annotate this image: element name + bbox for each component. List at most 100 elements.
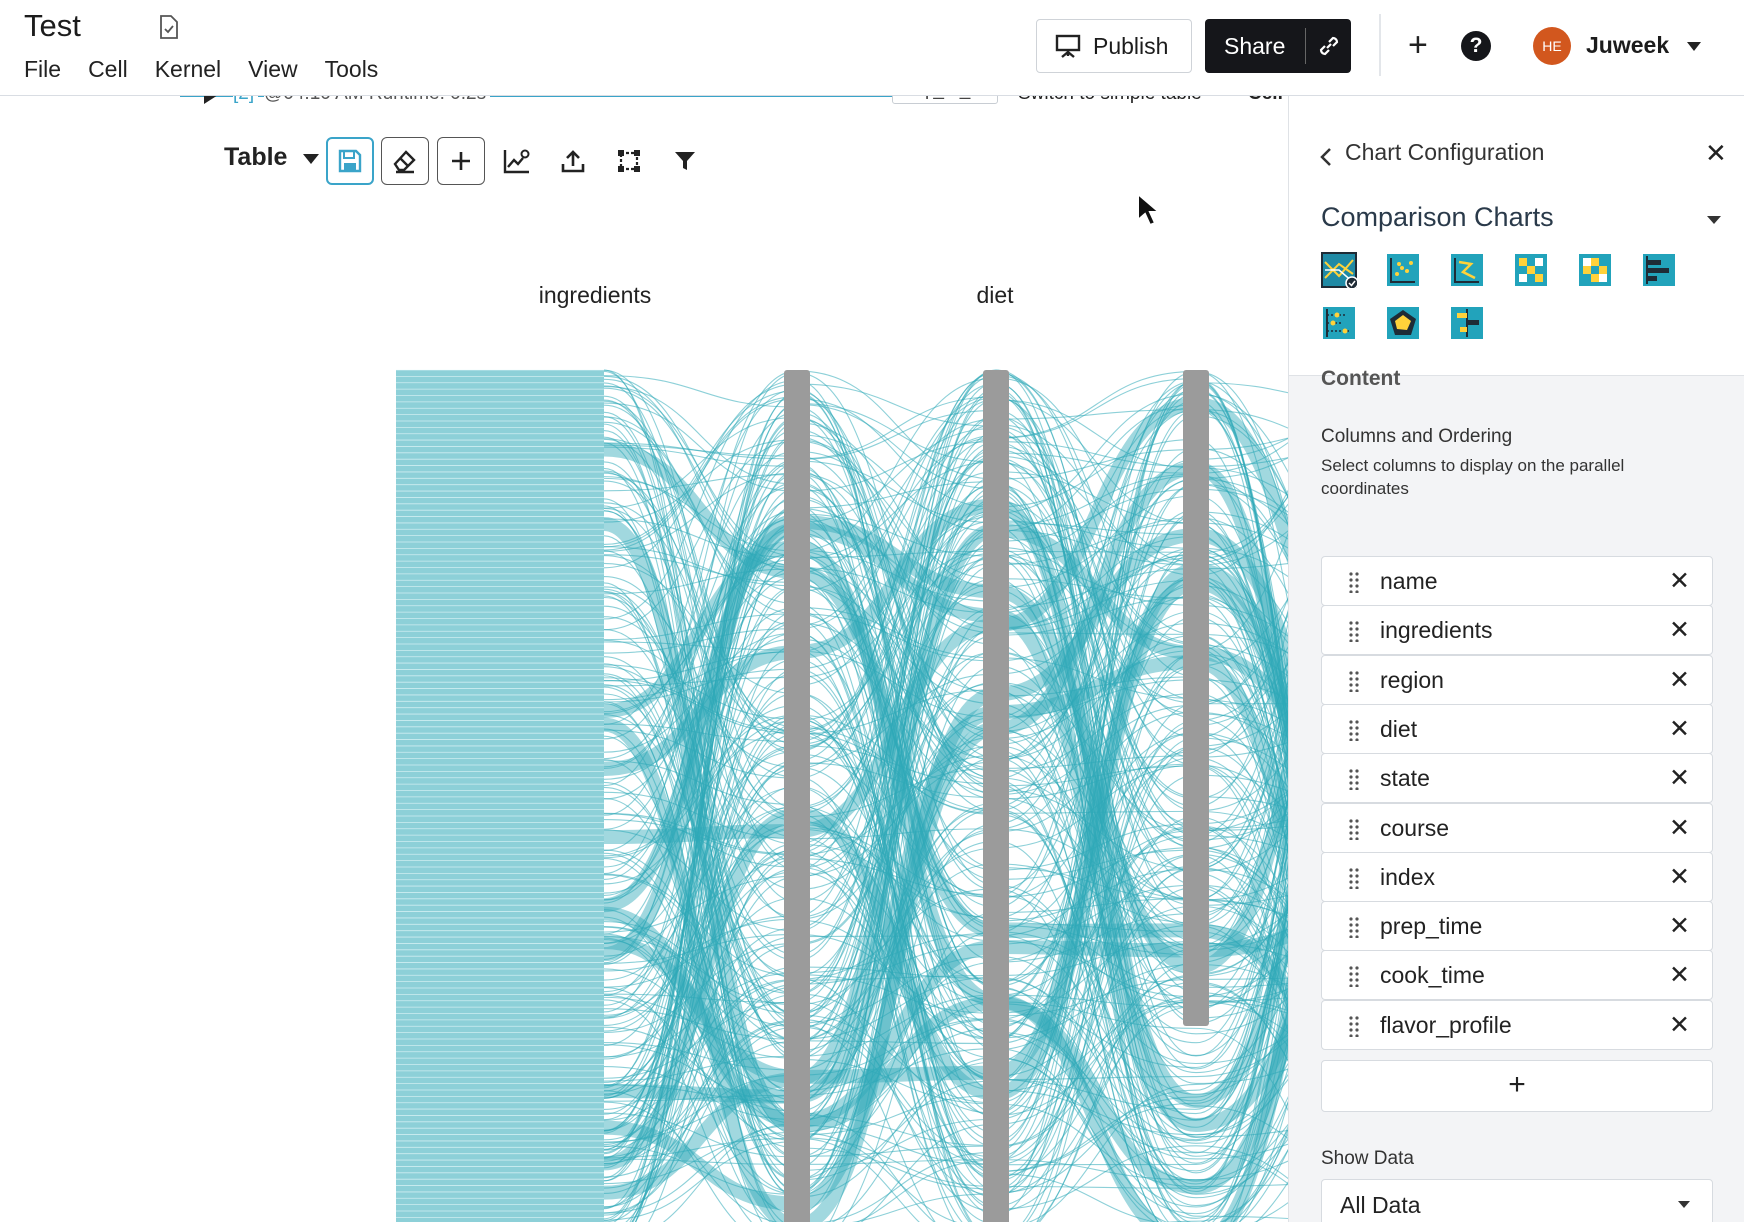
menu-tools[interactable]: Tools: [324, 56, 379, 82]
eraser-button[interactable]: [381, 137, 429, 185]
scatter-icon[interactable]: [1385, 252, 1421, 288]
chevron-down-icon[interactable]: [303, 154, 319, 164]
chevron-down-icon[interactable]: [1707, 216, 1721, 224]
remove-column-icon[interactable]: ✕: [1669, 567, 1690, 595]
drag-handle-icon[interactable]: [1348, 719, 1360, 746]
chart-canvas[interactable]: ingredientsdietcoursenameregionstate: [0, 200, 1288, 1222]
chevron-left-icon[interactable]: [1319, 147, 1333, 167]
column-item[interactable]: cook_time ✕: [1321, 950, 1713, 1001]
drag-handle-icon[interactable]: [1348, 670, 1360, 697]
remove-column-icon[interactable]: ✕: [1669, 665, 1690, 694]
diverging-bar-icon[interactable]: [1449, 305, 1485, 341]
chart-line: [603, 673, 1288, 1185]
remove-column-icon[interactable]: ✕: [1669, 764, 1690, 793]
remove-column-icon[interactable]: ✕: [1669, 714, 1690, 743]
chart-line: [603, 535, 1288, 1222]
plus-icon[interactable]: +: [1408, 26, 1428, 64]
chart-axes: [784, 370, 1209, 1222]
remove-column-icon[interactable]: ✕: [1669, 862, 1690, 891]
chart-line: [603, 461, 1288, 1104]
chart-line: [603, 500, 1288, 1208]
show-data-select[interactable]: All Data: [1321, 1179, 1713, 1222]
drag-handle-icon[interactable]: [1348, 916, 1360, 943]
chart-line: [603, 507, 1288, 844]
save-button[interactable]: [326, 137, 374, 185]
share-label: Share: [1224, 32, 1286, 59]
drag-handle-icon[interactable]: [1348, 620, 1360, 647]
filter-button[interactable]: [661, 137, 709, 185]
chart-lines: [396, 369, 1288, 1222]
axis-bar-diet: [983, 370, 1009, 1222]
parallel-coordinates-icon[interactable]: [1321, 252, 1357, 288]
heatmap-icon[interactable]: [1513, 252, 1549, 288]
column-name: region: [1380, 666, 1444, 693]
share-divider: [1305, 28, 1306, 64]
add-button[interactable]: [437, 137, 485, 185]
view-select[interactable]: Table: [224, 143, 288, 171]
select-area-button[interactable]: [605, 137, 653, 185]
menu-kernel[interactable]: Kernel: [154, 56, 222, 82]
column-item[interactable]: index ✕: [1321, 851, 1713, 902]
add-column-button[interactable]: +: [1321, 1060, 1713, 1112]
column-item[interactable]: course ✕: [1321, 802, 1713, 853]
menu-cell[interactable]: Cell: [88, 56, 128, 82]
bar-icon[interactable]: [1641, 252, 1677, 288]
remove-column-icon[interactable]: ✕: [1669, 1010, 1690, 1039]
drag-handle-icon[interactable]: [1348, 571, 1360, 598]
column-item[interactable]: diet ✕: [1321, 703, 1713, 754]
document-title[interactable]: Test: [24, 8, 81, 43]
parallel-coordinates-chart[interactable]: ingredientsdietcoursenameregionstate: [0, 200, 1288, 1222]
share-button[interactable]: Share: [1205, 19, 1351, 73]
column-item[interactable]: flavor_profile ✕: [1321, 999, 1713, 1050]
drag-handle-icon[interactable]: [1348, 867, 1360, 894]
eraser-icon: [393, 150, 416, 174]
drag-handle-icon[interactable]: [1348, 1015, 1360, 1042]
avatar[interactable]: HE: [1533, 27, 1571, 65]
radar-icon[interactable]: [1385, 305, 1421, 341]
drag-handle-icon[interactable]: [1348, 818, 1360, 845]
menu-file[interactable]: File: [24, 56, 62, 82]
drag-handle-icon[interactable]: [1348, 965, 1360, 992]
chart-line: [603, 585, 1288, 1100]
column-item[interactable]: region ✕: [1321, 654, 1713, 705]
chart-category-select[interactable]: Comparison Charts: [1321, 202, 1554, 232]
chart-settings-icon: [503, 149, 530, 174]
chart-line: [603, 473, 1288, 1216]
chevron-down-icon: [1678, 1201, 1690, 1208]
connected-scatter-icon[interactable]: [1449, 252, 1485, 288]
chart-line-bundle: [603, 906, 1288, 1129]
link-icon[interactable]: [1306, 33, 1351, 59]
remove-column-icon[interactable]: ✕: [1669, 912, 1690, 941]
remove-column-icon[interactable]: ✕: [1669, 813, 1690, 842]
column-item[interactable]: ingredients ✕: [1321, 605, 1713, 656]
chart-line: [603, 510, 1288, 1172]
save-icon: [338, 149, 362, 173]
chart-line: [603, 430, 1288, 1121]
show-data-label: Show Data: [1321, 1148, 1414, 1169]
upload-button[interactable]: [549, 137, 597, 185]
drag-handle-icon[interactable]: [1348, 768, 1360, 795]
chart-line: [603, 370, 1288, 787]
column-name: cook_time: [1380, 962, 1485, 989]
column-item[interactable]: state ✕: [1321, 753, 1713, 804]
chart-line-bundle: [603, 540, 1288, 1222]
publish-button[interactable]: Publish: [1036, 19, 1192, 73]
filter-icon: [675, 152, 695, 170]
close-icon[interactable]: ✕: [1705, 138, 1727, 168]
axis-label-ingredients: ingredients: [539, 282, 652, 308]
user-name[interactable]: Juweek: [1586, 32, 1670, 58]
chart-settings-button[interactable]: [493, 137, 541, 185]
chart-line: [603, 656, 1288, 1212]
column-item[interactable]: prep_time ✕: [1321, 901, 1713, 952]
checker-heatmap-icon[interactable]: [1577, 252, 1613, 288]
help-icon[interactable]: ?: [1461, 31, 1491, 61]
file-check-icon[interactable]: [158, 15, 179, 39]
chart-line: [603, 575, 1288, 1173]
chart-line: [603, 423, 1288, 1172]
column-item[interactable]: name ✕: [1321, 556, 1713, 606]
remove-column-icon[interactable]: ✕: [1669, 616, 1690, 645]
menu-view[interactable]: View: [248, 56, 298, 82]
remove-column-icon[interactable]: ✕: [1669, 961, 1690, 990]
dot-plot-icon[interactable]: [1321, 305, 1357, 341]
chevron-down-icon[interactable]: [1687, 42, 1701, 51]
